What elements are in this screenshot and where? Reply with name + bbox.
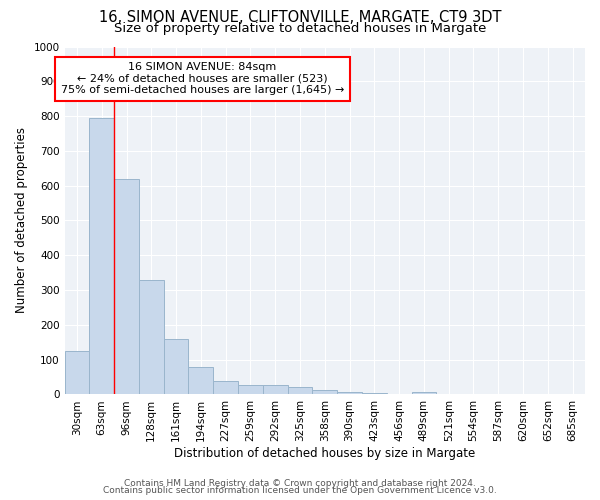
Text: Size of property relative to detached houses in Margate: Size of property relative to detached ho… [114, 22, 486, 35]
Text: Contains public sector information licensed under the Open Government Licence v3: Contains public sector information licen… [103, 486, 497, 495]
Bar [139, 280, 164, 394]
Bar [89, 118, 114, 394]
Bar [65, 351, 89, 395]
Bar [287, 388, 313, 394]
Text: 16 SIMON AVENUE: 84sqm
← 24% of detached houses are smaller (523)
75% of semi-de: 16 SIMON AVENUE: 84sqm ← 24% of detached… [61, 62, 344, 96]
Bar [263, 385, 287, 394]
Text: Contains HM Land Registry data © Crown copyright and database right 2024.: Contains HM Land Registry data © Crown c… [124, 478, 476, 488]
X-axis label: Distribution of detached houses by size in Margate: Distribution of detached houses by size … [174, 447, 475, 460]
Bar [114, 178, 139, 394]
Bar [188, 368, 213, 394]
Y-axis label: Number of detached properties: Number of detached properties [15, 128, 28, 314]
Bar [412, 392, 436, 394]
Text: 16, SIMON AVENUE, CLIFTONVILLE, MARGATE, CT9 3DT: 16, SIMON AVENUE, CLIFTONVILLE, MARGATE,… [99, 10, 501, 25]
Bar [313, 390, 337, 394]
Bar [362, 392, 387, 394]
Bar [164, 339, 188, 394]
Bar [337, 392, 362, 394]
Bar [213, 380, 238, 394]
Bar [238, 384, 263, 394]
